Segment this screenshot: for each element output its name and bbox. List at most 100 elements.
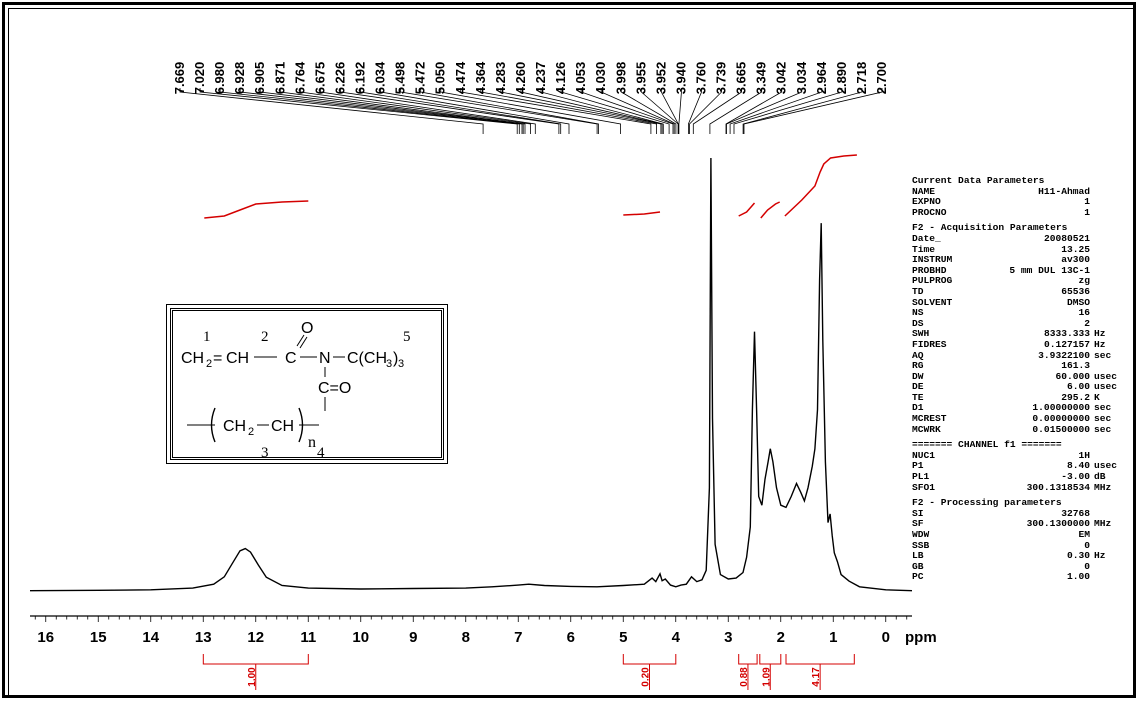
param-value: 1.00 <box>1066 571 1090 583</box>
peak-leader <box>360 88 562 134</box>
param-value: 60.000 <box>1055 370 1090 382</box>
param-value: 1.00000000 <box>1032 402 1090 414</box>
x-tick-label: 11 <box>300 629 316 646</box>
param-key: P1 <box>912 460 924 472</box>
integral-curve <box>623 211 661 216</box>
peak-label: 3.349 <box>754 62 769 95</box>
peak-leader <box>299 88 531 134</box>
paren-left <box>210 407 216 443</box>
channel-parameters-section: ======= CHANNEL f1 ======= NUC1 1H P1 8.40 u… <box>912 440 1122 493</box>
param-value: 13.25 <box>1061 243 1090 255</box>
peak-leader <box>320 88 536 134</box>
peak-leader <box>709 88 763 134</box>
peak-label: 3.955 <box>633 62 648 95</box>
param-key: PROCNO <box>912 206 947 218</box>
atom-ch: CH <box>226 350 249 367</box>
integral-curve <box>204 200 309 219</box>
param-value: 1H <box>1078 449 1090 461</box>
integral-value: 0.20 <box>641 667 652 687</box>
peak-label: 6.980 <box>212 62 227 95</box>
x-tick-label: 9 <box>409 629 417 646</box>
param-unit <box>1090 298 1122 309</box>
param-value: 8.40 <box>1066 460 1090 472</box>
peak-label: 6.905 <box>252 62 267 95</box>
param-key: D1 <box>912 402 924 414</box>
param-row: PC 1.00 <box>912 572 1122 583</box>
peak-label: 3.998 <box>613 62 628 95</box>
peak-label: 5.498 <box>393 62 408 95</box>
peak-leader <box>279 88 526 134</box>
peak-leader <box>620 88 677 134</box>
peak-leader <box>688 88 702 134</box>
param-value: 300.1300000 <box>1026 518 1090 530</box>
param-row: FIDRES 0.127157 Hz <box>912 338 1122 351</box>
peak-leader <box>480 88 657 134</box>
param-row: SI 32768 <box>912 507 1122 520</box>
carbon-label-5: 5 <box>403 329 411 345</box>
channel-parameters-heading: ======= CHANNEL f1 ======= <box>912 439 1062 451</box>
integral-bracket <box>202 654 309 665</box>
peak-leader <box>500 88 662 134</box>
param-value: H11-Ahmad <box>1038 185 1090 197</box>
peak-label: 6.928 <box>232 62 247 95</box>
param-unit <box>1090 187 1122 198</box>
peak-leader <box>239 88 523 134</box>
param-key: INSTRUM <box>912 254 953 266</box>
processing-parameters-heading: F2 - Processing parameters <box>912 497 1062 509</box>
param-unit: usec <box>1094 460 1118 472</box>
x-tick-label: 16 <box>37 629 54 646</box>
chemical-structure-box: 1 2 5 O CH 2 = CH C N C(CH 3 ) 3 C=O CH … <box>166 304 448 464</box>
param-unit: Hz <box>1094 550 1106 562</box>
param-row: DE 6.00 usec <box>912 382 1122 393</box>
param-key: NAME <box>912 185 936 197</box>
peak-leader <box>219 88 520 134</box>
peak-label: 4.126 <box>553 62 568 95</box>
param-unit: MHz <box>1094 518 1112 530</box>
peak-label: 4.474 <box>453 61 468 94</box>
param-value: 16 <box>1078 307 1090 319</box>
param-key: Time <box>912 243 936 255</box>
current-parameters-section: Current Data Parameters NAME H11-Ahmad EXP… <box>912 175 1122 218</box>
peak-leader <box>340 88 560 134</box>
param-row: NUC1 1H <box>912 449 1122 462</box>
integral-curve-group <box>204 154 857 219</box>
param-unit: sec <box>1094 413 1112 425</box>
param-key: PULPROG <box>912 275 953 287</box>
peak-label: 5.050 <box>433 62 448 95</box>
peak-leader <box>420 88 599 134</box>
peak-label: 4.364 <box>473 61 488 94</box>
param-value: 0 <box>1084 539 1090 551</box>
atom-n: N <box>319 350 331 367</box>
peak-leader <box>400 88 598 134</box>
carbon-label-2: 2 <box>261 329 269 345</box>
param-row: Date_ 20080521 <box>912 233 1122 245</box>
carbon-label-3: 3 <box>261 445 269 457</box>
peak-label-group: 7.669 7.020 6.980 6.928 6.905 6.871 6.764 6.675… <box>172 61 889 94</box>
param-value: 5 mm DUL 13C-1 <box>1009 264 1090 276</box>
x-tick-label: 15 <box>90 629 107 646</box>
param-key: NUC1 <box>912 449 936 461</box>
x-tick-label: 14 <box>142 629 159 646</box>
peak-label: 6.675 <box>312 62 327 95</box>
peak-label: 6.226 <box>332 62 347 95</box>
x-axis: 16 15 14 13 12 11 10 9 8 7 6 5 4 3 2 1 0 ppm <box>30 615 937 646</box>
acquisition-parameter-panel: Current Data Parameters NAME H11-Ahmad EXP… <box>912 175 1122 588</box>
param-row: NS 16 <box>912 308 1122 319</box>
integral-curve <box>784 154 857 217</box>
param-value: 0.127157 <box>1043 338 1090 350</box>
param-key: MCREST <box>912 413 947 425</box>
param-row: MCWRK 0.01500000 sec <box>912 424 1122 436</box>
peak-label: 6.871 <box>272 62 287 95</box>
x-tick-label: 5 <box>619 629 627 646</box>
peak-label: 3.952 <box>653 62 668 95</box>
param-unit: usec <box>1094 370 1118 382</box>
param-value: 0.30 <box>1066 550 1090 562</box>
param-key: SI <box>912 507 924 519</box>
peak-label: 3.760 <box>693 62 708 95</box>
peak-leader <box>600 88 675 134</box>
param-unit <box>1090 276 1122 287</box>
param-value: zg <box>1078 275 1090 287</box>
param-unit: sec <box>1094 402 1112 414</box>
param-unit <box>1090 245 1122 256</box>
peak-leader <box>440 88 621 134</box>
